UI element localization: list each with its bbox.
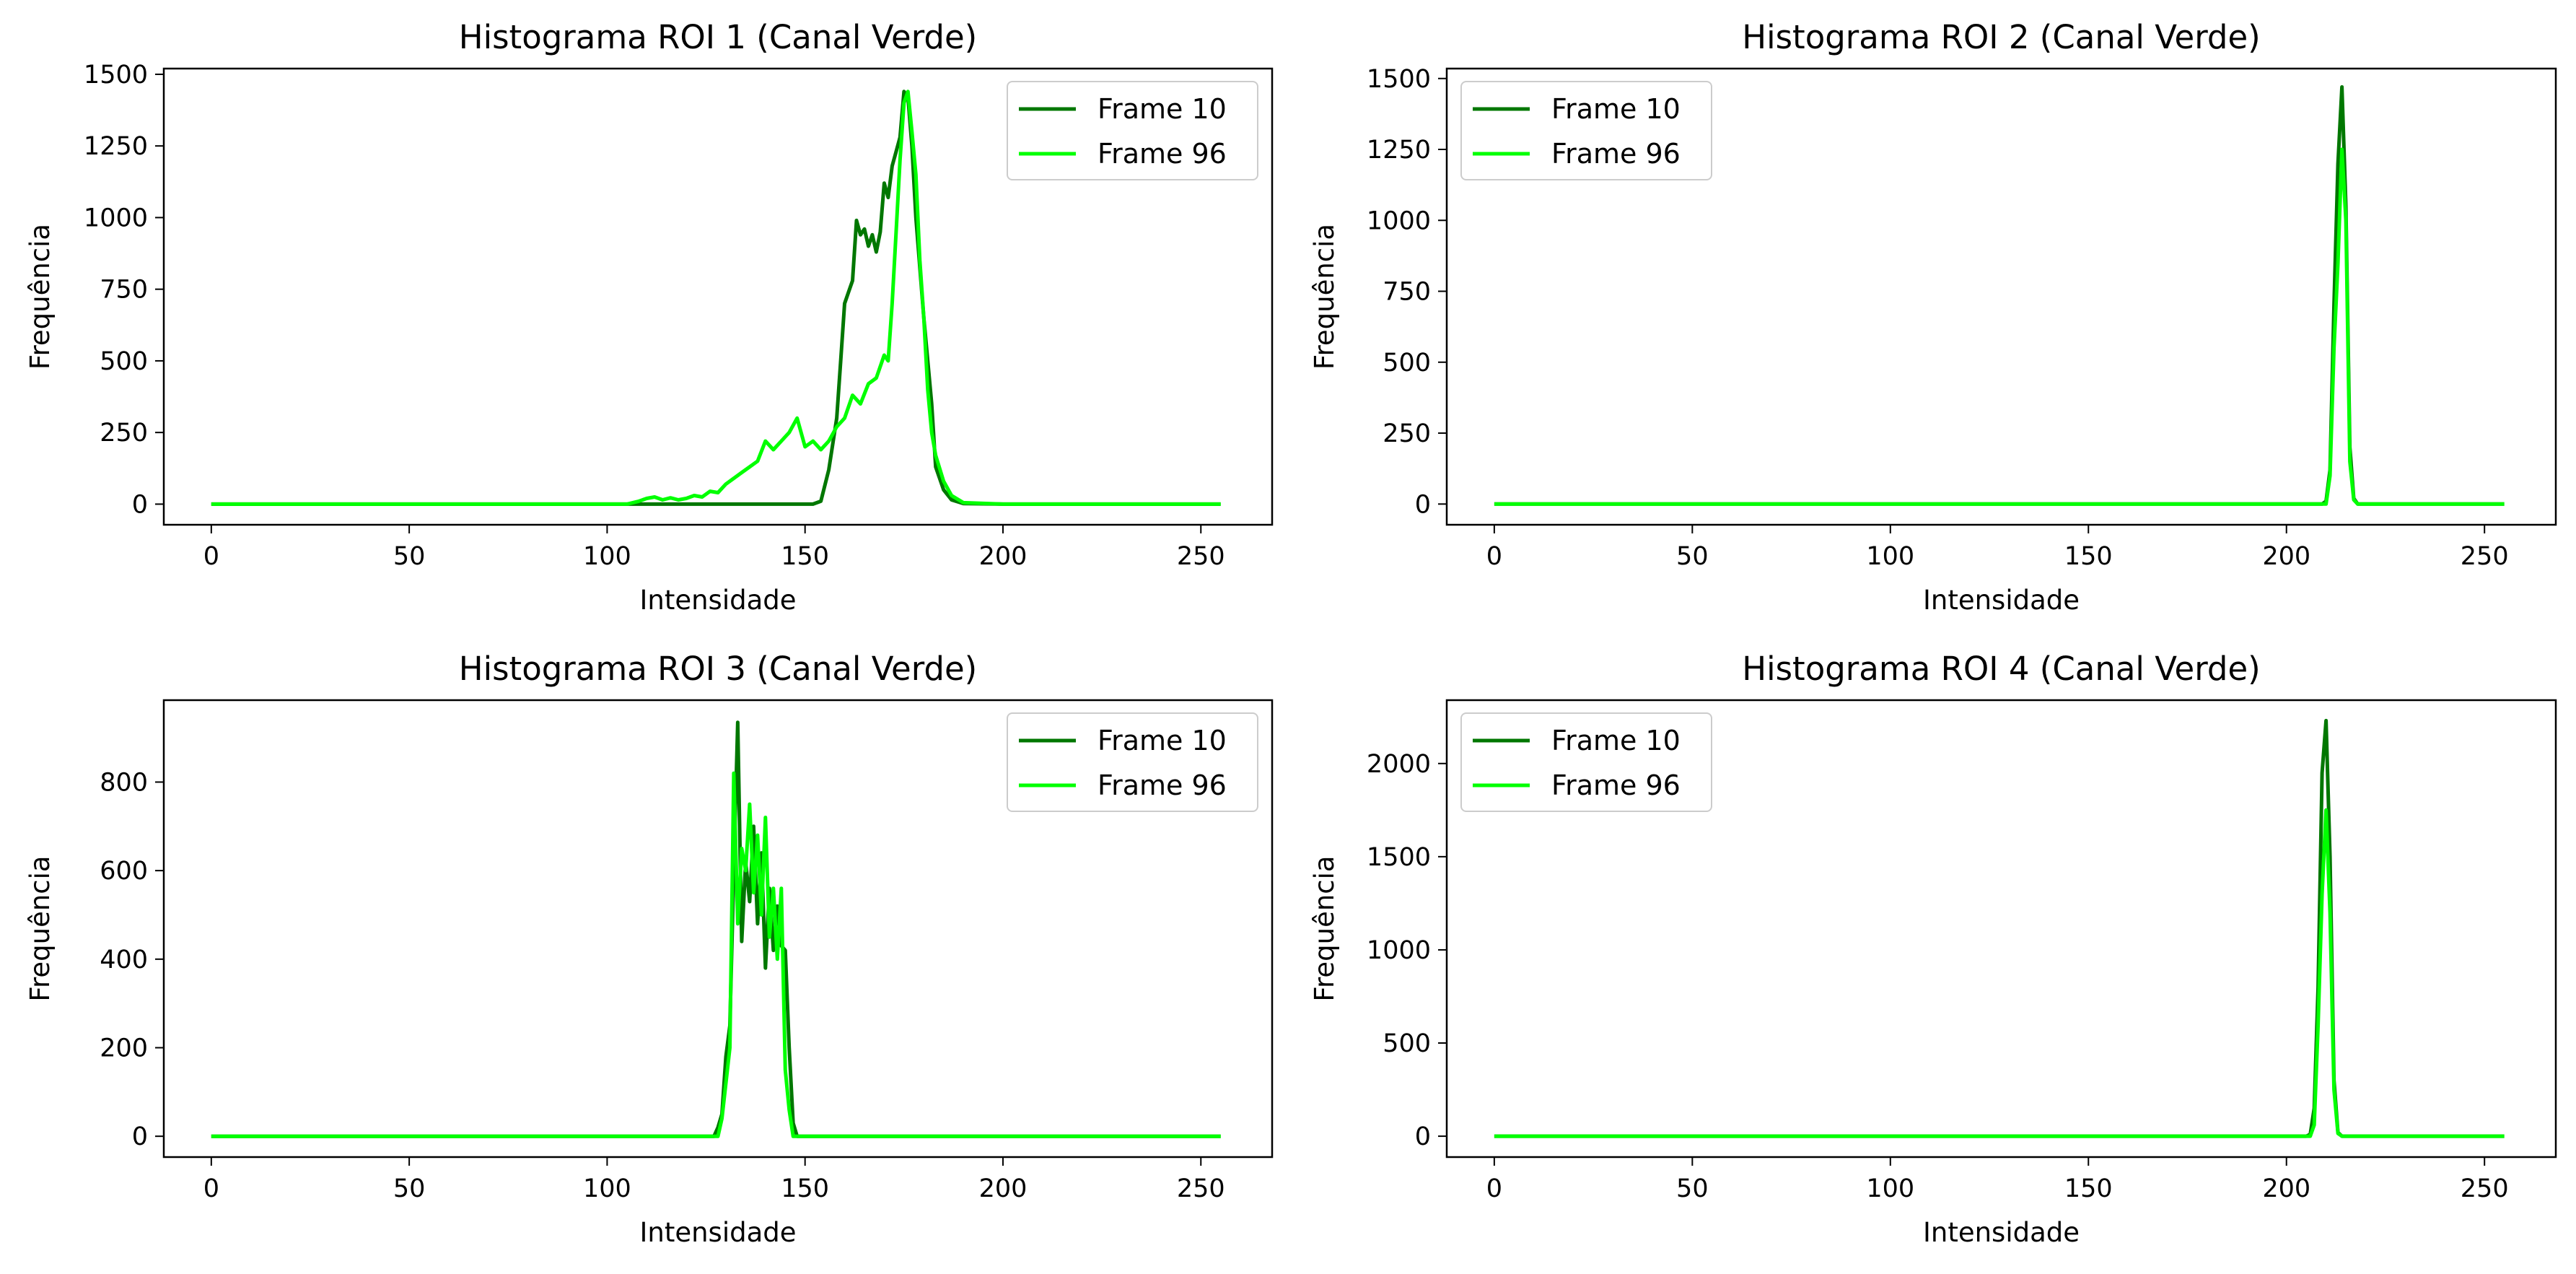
y-axis-label: Frequência [1309,224,1340,370]
y-tick-label: 250 [100,419,148,448]
legend-label: Frame 10 [1551,93,1681,125]
x-tick-label: 0 [203,1174,219,1203]
y-tick-label: 800 [100,768,148,797]
y-tick-label: 500 [1383,1029,1431,1058]
plot-title: Histograma ROI 1 (Canal Verde) [459,18,977,56]
legend-label: Frame 96 [1098,138,1227,170]
x-tick-label: 50 [1676,542,1709,571]
plot-title: Histograma ROI 2 (Canal Verde) [1742,18,2260,56]
series-line-2 [211,90,1221,506]
legend-label: Frame 10 [1098,725,1227,756]
x-tick-label: 0 [203,542,219,571]
subplot-3: Histograma ROI 3 (Canal Verde) 0 50 100 150 2… [25,650,1274,1248]
x-tick-label: 0 [1486,542,1502,571]
x-tick-label: 200 [2262,542,2310,571]
y-tick-label: 1000 [84,204,148,232]
x-tick-label: 100 [583,1174,631,1203]
x-tick-label: 250 [1177,542,1225,571]
y-tick-label: 0 [1415,1122,1431,1151]
series-line-2 [1494,147,2505,506]
legend-label: Frame 96 [1551,138,1681,170]
y-tick-label: 600 [100,857,148,886]
y-tick-label: 200 [100,1034,148,1063]
legend: Frame 10 Frame 96 [1460,81,1712,180]
legend: Frame 10 Frame 96 [1007,81,1258,180]
axes-frame [1445,699,2557,1159]
y-tick-label: 1500 [1367,843,1431,872]
y-tick-label: 0 [132,490,148,519]
x-tick-label: 100 [1866,542,1914,571]
axes-frame [162,699,1274,1159]
y-axis-label: Frequência [25,855,56,1001]
y-tick-label: 1500 [84,61,148,90]
x-tick-label: 200 [979,542,1028,571]
series-line-2 [1494,808,2505,1138]
x-axis-label: Intensidade [639,1217,796,1248]
x-tick-label: 200 [979,1174,1028,1203]
y-tick-label: 400 [100,946,148,974]
x-tick-label: 50 [393,542,426,571]
y-tick-label: 1250 [84,132,148,161]
x-tick-label: 150 [781,542,829,571]
x-tick-label: 150 [2064,542,2113,571]
x-axis-label: Intensidade [1923,585,2080,616]
legend-label: Frame 96 [1098,769,1227,801]
subplot-1: Histograma ROI 1 (Canal Verde) 0 50 100 150 2… [25,18,1274,616]
x-axis-label: Intensidade [1923,1217,2080,1248]
x-tick-label: 150 [781,1174,829,1203]
x-tick-label: 50 [1676,1174,1709,1203]
x-tick-label: 200 [2262,1174,2310,1203]
x-tick-label: 100 [583,542,631,571]
axes-frame [1445,67,2557,526]
y-tick-label: 1500 [1367,65,1431,94]
plot-title: Histograma ROI 4 (Canal Verde) [1742,650,2260,688]
y-tick-label: 250 [1383,419,1431,448]
legend-label: Frame 96 [1551,769,1681,801]
x-tick-label: 50 [393,1174,426,1203]
y-tick-label: 500 [100,347,148,376]
y-tick-label: 500 [1383,349,1431,378]
legend-label: Frame 10 [1551,725,1681,756]
y-tick-label: 750 [1383,278,1431,307]
y-tick-label: 750 [100,276,148,305]
x-tick-label: 250 [2461,542,2509,571]
x-tick-label: 250 [2461,1174,2509,1203]
y-tick-label: 1000 [1367,206,1431,235]
x-tick-label: 250 [1177,1174,1225,1203]
y-axis-label: Frequência [25,224,56,370]
y-tick-label: 0 [1415,490,1431,519]
x-tick-label: 0 [1486,1174,1502,1203]
subplot-4: Histograma ROI 4 (Canal Verde) 0 50 100 150 2… [1309,650,2557,1248]
axes-frame [162,67,1274,526]
y-tick-label: 1250 [1367,136,1431,165]
x-tick-label: 100 [1866,1174,1914,1203]
x-axis-label: Intensidade [639,585,796,616]
x-tick-label: 150 [2064,1174,2113,1203]
y-tick-label: 0 [132,1122,148,1151]
y-tick-label: 2000 [1367,750,1431,779]
legend-label: Frame 10 [1098,93,1227,125]
y-axis-label: Frequência [1309,855,1340,1001]
legend: Frame 10 Frame 96 [1007,712,1258,812]
series-line-2 [211,771,1221,1138]
y-tick-label: 1000 [1367,936,1431,965]
subplot-2: Histograma ROI 2 (Canal Verde) 0 50 100 150 2… [1309,18,2557,616]
plot-title: Histograma ROI 3 (Canal Verde) [459,650,977,688]
legend: Frame 10 Frame 96 [1460,712,1712,812]
